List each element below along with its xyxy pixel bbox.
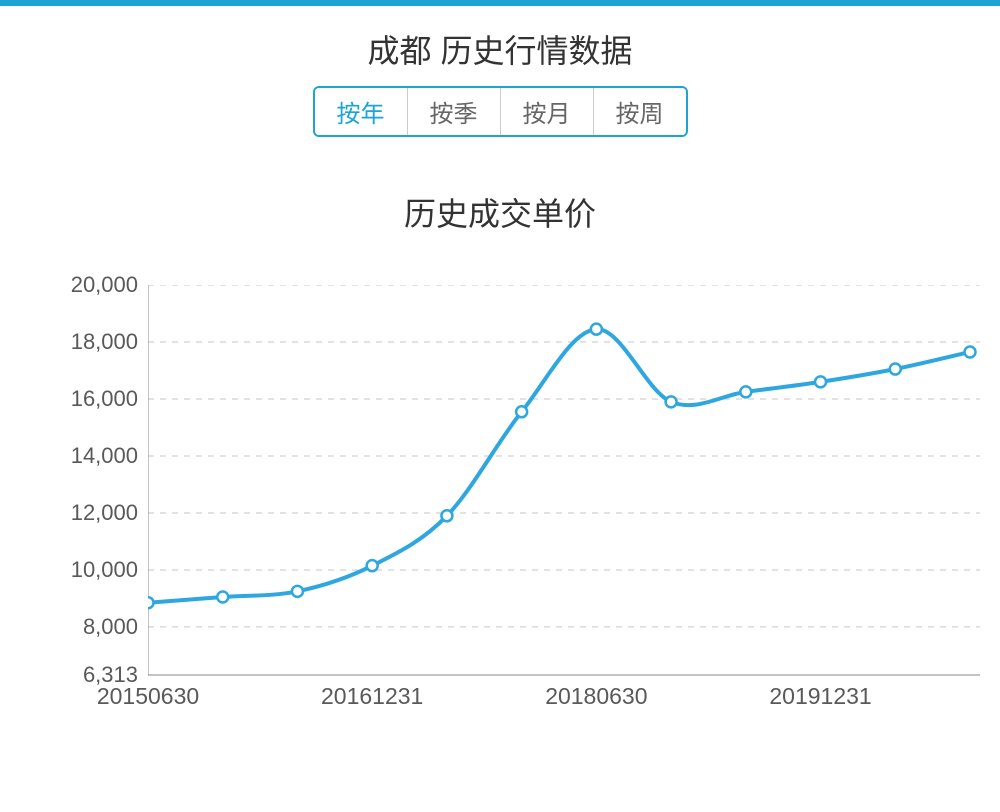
y-axis-label: 18,000 [71,329,138,355]
data-point[interactable] [217,592,228,603]
line-chart-svg [148,285,980,705]
price-line [148,329,970,603]
tab-year[interactable]: 按年 [315,88,408,135]
chart-section: 历史成交单价 6,3138,00010,00012,00014,00016,00… [0,149,1000,725]
tab-month[interactable]: 按月 [501,88,594,135]
data-point[interactable] [666,396,677,407]
header: 成都 历史行情数据 按年 按季 按月 按周 [0,6,1000,149]
data-point[interactable] [441,510,452,521]
data-point[interactable] [148,597,154,608]
chart-wrap: 6,3138,00010,00012,00014,00016,00018,000… [20,285,980,725]
data-point[interactable] [740,386,751,397]
chart-title: 历史成交单价 [20,189,980,235]
y-axis-label: 10,000 [71,557,138,583]
y-axis-label: 12,000 [71,500,138,526]
data-point[interactable] [516,406,527,417]
tab-week[interactable]: 按周 [594,88,686,135]
x-axis-label: 20180630 [545,683,647,710]
x-axis-label: 20161231 [321,683,423,710]
page-title: 成都 历史行情数据 [0,26,1000,72]
data-point[interactable] [591,324,602,335]
x-axis-label: 20150630 [97,683,199,710]
y-axis-label: 16,000 [71,386,138,412]
y-axis-label: 20,000 [71,272,138,298]
data-point[interactable] [965,346,976,357]
data-point[interactable] [815,376,826,387]
x-axis-label: 20191231 [769,683,871,710]
tab-quarter[interactable]: 按季 [408,88,501,135]
period-tab-group: 按年 按季 按月 按周 [313,86,688,137]
y-axis-label: 8,000 [83,614,138,640]
data-point[interactable] [367,560,378,571]
data-point[interactable] [292,586,303,597]
y-axis-label: 14,000 [71,443,138,469]
data-point[interactable] [890,364,901,375]
